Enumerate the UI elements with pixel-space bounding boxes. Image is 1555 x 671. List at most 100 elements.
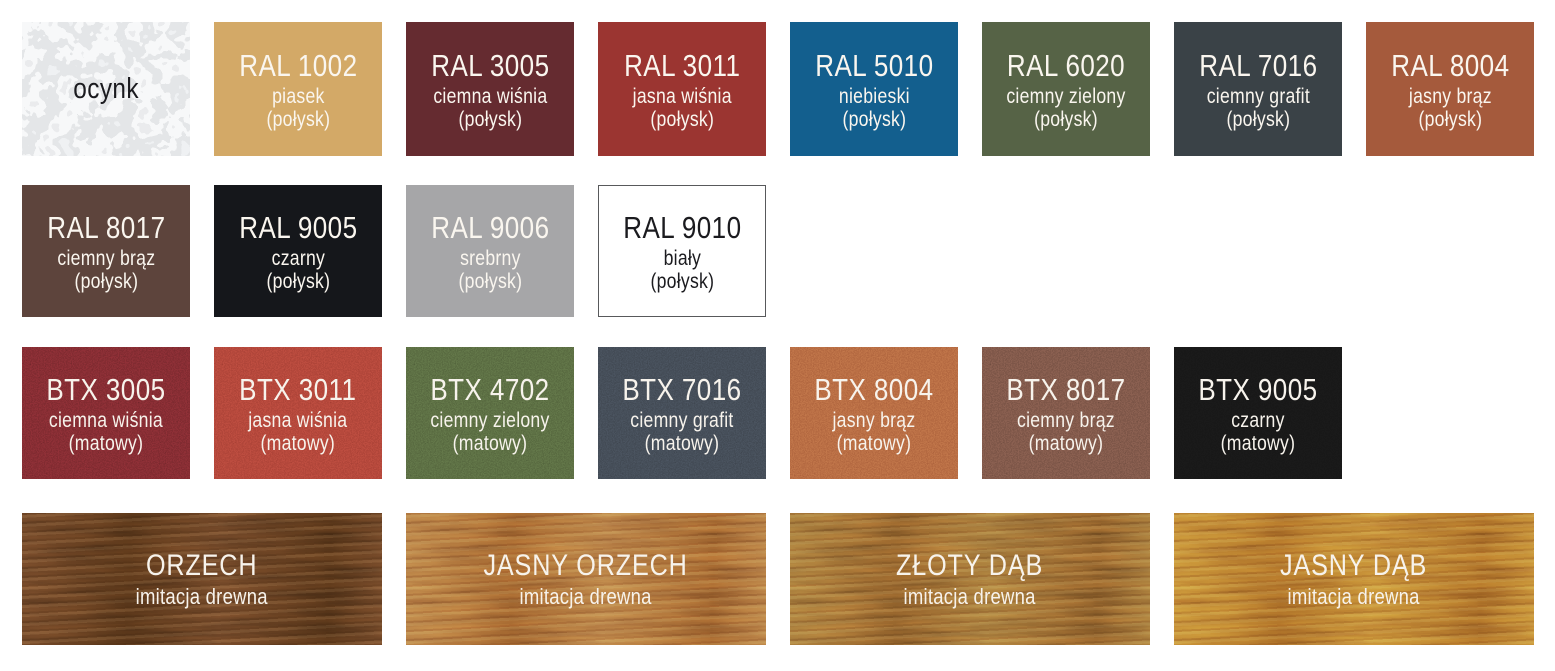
swatch-ral-5010: RAL 5010 niebieski (połysk) — [790, 22, 958, 156]
swatch-orzech: ORZECH imitacja drewna — [22, 513, 382, 645]
swatch-code-label: RAL 6020 — [1006, 48, 1126, 83]
swatch-label: BTX 7016 ciemny grafit (matowy) — [622, 371, 741, 455]
palette-row-1: ocynk RAL 1002 piasek (połysk) RAL 3005 ciemn… — [22, 22, 1534, 156]
palette-row-3: BTX 3005 ciemna wiśnia (matowy) BTX 3011 jas… — [22, 347, 1342, 479]
swatch-name-label: imitacja drewna — [1287, 584, 1421, 609]
swatch-name-label: niebieski — [838, 85, 910, 108]
swatch-ocynk: ocynk — [22, 22, 190, 156]
swatch-name-label: imitacja drewna — [519, 584, 653, 609]
swatch-name-label: jasny brąz — [832, 409, 916, 432]
swatch-btx-4702: BTX 4702 ciemny zielony (matowy) — [406, 347, 574, 479]
swatch-code-label: JASNY DĄB — [1280, 549, 1428, 582]
swatch-label: BTX 9005 czarny (matowy) — [1198, 371, 1317, 455]
swatch-label: RAL 5010 niebieski (połysk) — [815, 47, 933, 131]
swatch-ral-3011: RAL 3011 jasna wiśnia (połysk) — [598, 22, 766, 156]
swatch-finish-label: (połysk) — [650, 270, 714, 293]
swatch-code-label: RAL 3005 — [430, 48, 550, 83]
swatch-ral-8017: RAL 8017 ciemny brąz (połysk) — [22, 185, 190, 317]
swatch-label: RAL 6020 ciemny zielony (połysk) — [1006, 47, 1125, 131]
swatch-label: RAL 9010 biały (połysk) — [623, 209, 741, 293]
swatch-finish-label: (matowy) — [68, 432, 144, 455]
swatch-name-label: ciemny zielony — [430, 409, 550, 432]
swatch-finish-label: (połysk) — [650, 108, 714, 131]
swatch-btx-9005: BTX 9005 czarny (matowy) — [1174, 347, 1342, 479]
swatch-zloty-dab: ZŁOTY DĄB imitacja drewna — [790, 513, 1150, 645]
swatch-finish-label: (matowy) — [836, 432, 912, 455]
swatch-code-label: RAL 7016 — [1198, 48, 1318, 83]
swatch-label: RAL 1002 piasek (połysk) — [239, 47, 357, 131]
swatch-ral-9010: RAL 9010 biały (połysk) — [598, 185, 766, 317]
swatch-name-label: jasna wiśnia — [248, 409, 348, 432]
swatch-name-label: ciemny grafit — [630, 409, 734, 432]
swatch-label: BTX 8017 ciemny brąz (matowy) — [1006, 371, 1125, 455]
swatch-jasny-dab: JASNY DĄB imitacja drewna — [1174, 513, 1534, 645]
swatch-label: RAL 3005 ciemna wiśnia (połysk) — [431, 47, 549, 131]
palette-row-4: ORZECH imitacja drewna JASNY ORZECH imitacj… — [22, 513, 1534, 645]
swatch-finish-label: (matowy) — [452, 432, 528, 455]
swatch-label: RAL 9005 czarny (połysk) — [239, 209, 357, 293]
swatch-label: BTX 4702 ciemny zielony (matowy) — [430, 371, 549, 455]
swatch-label: JASNY DĄB imitacja drewna — [1280, 548, 1427, 610]
swatch-name-label: czarny — [271, 247, 325, 270]
swatch-label: BTX 8004 jasny brąz (matowy) — [814, 371, 933, 455]
swatch-finish-label: (połysk) — [266, 108, 330, 131]
swatch-label: RAL 3011 jasna wiśnia (połysk) — [624, 47, 740, 131]
swatch-name-label: ciemny brąz — [1017, 409, 1115, 432]
swatch-code-label: BTX 7016 — [622, 372, 742, 407]
swatch-finish-label: (matowy) — [644, 432, 720, 455]
swatch-finish-label: (połysk) — [458, 108, 522, 131]
swatch-code-label: RAL 5010 — [814, 48, 934, 83]
swatch-label: BTX 3005 ciemna wiśnia (matowy) — [46, 371, 165, 455]
swatch-ral-7016: RAL 7016 ciemny grafit (połysk) — [1174, 22, 1342, 156]
swatch-ral-1002: RAL 1002 piasek (połysk) — [214, 22, 382, 156]
swatch-finish-label: (matowy) — [1220, 432, 1296, 455]
swatch-label: RAL 7016 ciemny grafit (połysk) — [1199, 47, 1317, 131]
swatch-code-label: ZŁOTY DĄB — [896, 549, 1044, 582]
swatch-finish-label: (matowy) — [1028, 432, 1104, 455]
swatch-finish-label: (połysk) — [842, 108, 906, 131]
swatch-name-label: biały — [663, 247, 701, 270]
swatch-finish-label: (połysk) — [266, 270, 330, 293]
swatch-name-label: ciemna wiśnia — [48, 409, 164, 432]
swatch-code-label: RAL 8004 — [1390, 48, 1510, 83]
swatch-name-label: czarny — [1231, 409, 1285, 432]
swatch-ral-3005: RAL 3005 ciemna wiśnia (połysk) — [406, 22, 574, 156]
swatch-finish-label: (połysk) — [458, 270, 522, 293]
swatch-label: ORZECH imitacja drewna — [136, 548, 268, 610]
swatch-label: ZŁOTY DĄB imitacja drewna — [896, 548, 1043, 610]
swatch-code-label: BTX 3005 — [46, 372, 166, 407]
swatch-code-label: RAL 9010 — [622, 210, 742, 245]
swatch-code-label: ocynk — [73, 73, 139, 105]
swatch-name-label: piasek — [271, 85, 325, 108]
swatch-finish-label: (połysk) — [74, 270, 138, 293]
swatch-label: RAL 8017 ciemny brąz (połysk) — [47, 209, 165, 293]
swatch-code-label: RAL 9005 — [238, 210, 358, 245]
swatch-name-label: ciemna wiśnia — [432, 85, 548, 108]
swatch-name-label: jasny brąz — [1408, 85, 1492, 108]
palette-row-2: RAL 8017 ciemny brąz (połysk) RAL 9005 czarn… — [22, 185, 766, 317]
swatch-label: RAL 8004 jasny brąz (połysk) — [1391, 47, 1509, 131]
swatch-btx-8004: BTX 8004 jasny brąz (matowy) — [790, 347, 958, 479]
swatch-name-label: imitacja drewna — [903, 584, 1037, 609]
swatch-ral-9006: RAL 9006 srebrny (połysk) — [406, 185, 574, 317]
swatch-name-label: srebrny — [459, 247, 521, 270]
swatch-code-label: RAL 8017 — [46, 210, 166, 245]
swatch-btx-3005: BTX 3005 ciemna wiśnia (matowy) — [22, 347, 190, 479]
swatch-finish-label: (połysk) — [1226, 108, 1290, 131]
swatch-code-label: JASNY ORZECH — [483, 549, 689, 582]
swatch-label: JASNY ORZECH imitacja drewna — [484, 548, 688, 610]
swatch-name-label: jasna wiśnia — [632, 85, 732, 108]
swatch-finish-label: (matowy) — [260, 432, 336, 455]
swatch-code-label: BTX 8017 — [1006, 372, 1126, 407]
swatch-name-label: ciemny brąz — [57, 247, 155, 270]
swatch-ral-6020: RAL 6020 ciemny zielony (połysk) — [982, 22, 1150, 156]
swatch-name-label: imitacja drewna — [135, 584, 269, 609]
swatch-code-label: BTX 9005 — [1198, 372, 1318, 407]
swatch-finish-label: (połysk) — [1034, 108, 1098, 131]
swatch-code-label: RAL 9006 — [430, 210, 550, 245]
swatch-name-label: ciemny zielony — [1006, 85, 1126, 108]
swatch-label: BTX 3011 jasna wiśnia (matowy) — [239, 371, 356, 455]
swatch-btx-3011: BTX 3011 jasna wiśnia (matowy) — [214, 347, 382, 479]
swatch-label: RAL 9006 srebrny (połysk) — [431, 209, 549, 293]
